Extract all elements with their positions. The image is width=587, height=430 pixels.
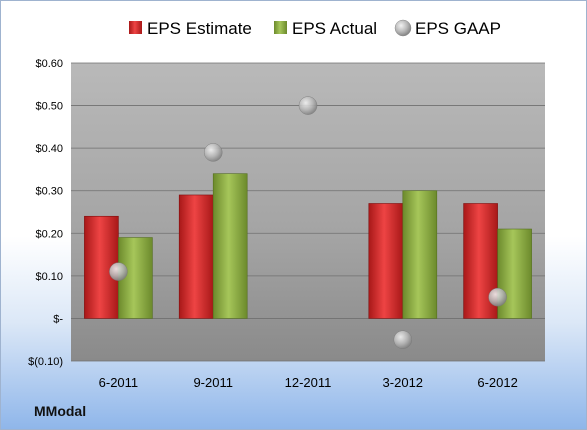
company-name: MModal bbox=[34, 403, 87, 419]
y-tick-label: $0.30 bbox=[35, 186, 63, 198]
legend-swatch-actual bbox=[274, 21, 287, 34]
gaap-marker bbox=[393, 330, 413, 349]
y-tick-label: $0.20 bbox=[35, 228, 63, 240]
gaap-marker bbox=[298, 96, 318, 115]
legend: EPS Estimate EPS Actual EPS GAAP bbox=[129, 19, 501, 38]
legend-marker-gaap bbox=[394, 19, 412, 37]
legend-label-gaap: EPS GAAP bbox=[415, 19, 501, 38]
legend-label-estimate: EPS Estimate bbox=[147, 19, 252, 38]
gaap-markers bbox=[109, 96, 507, 349]
gaap-marker bbox=[203, 143, 223, 162]
y-axis-labels: $0.60 $0.50 $0.40 $0.30 $0.20 $0.10 $- $(0.10) bbox=[28, 58, 63, 368]
gaap-marker bbox=[109, 262, 128, 281]
x-tick-label: 6-2011 bbox=[99, 375, 139, 390]
y-tick-label: $0.40 bbox=[35, 143, 63, 155]
legend-label-actual: EPS Actual bbox=[292, 19, 377, 38]
y-tick-label: $(0.10) bbox=[28, 356, 63, 368]
legend-item-gaap: EPS GAAP bbox=[394, 19, 501, 38]
actual-bar bbox=[402, 190, 438, 319]
x-tick-label: 12-2011 bbox=[285, 375, 332, 390]
legend-item-actual: EPS Actual bbox=[274, 19, 377, 38]
gaap-marker bbox=[488, 287, 507, 307]
actual-bar bbox=[212, 173, 248, 319]
legend-swatch-estimate bbox=[129, 21, 142, 34]
y-tick-label: $0.10 bbox=[35, 271, 63, 283]
x-axis-labels: 6-2011 9-2011 12-2011 3-2012 6-2012 bbox=[99, 375, 518, 390]
estimate-bar bbox=[178, 194, 214, 319]
y-tick-label: $0.60 bbox=[35, 58, 63, 70]
estimate-bar bbox=[368, 203, 404, 319]
y-tick-label: $- bbox=[53, 313, 63, 325]
actual-bar bbox=[497, 228, 532, 319]
y-tick-label: $0.50 bbox=[35, 101, 63, 113]
x-tick-label: 6-2012 bbox=[477, 375, 517, 390]
x-tick-label: 3-2012 bbox=[383, 375, 423, 390]
legend-item-estimate: EPS Estimate bbox=[129, 19, 252, 38]
x-tick-label: 9-2011 bbox=[193, 375, 233, 390]
